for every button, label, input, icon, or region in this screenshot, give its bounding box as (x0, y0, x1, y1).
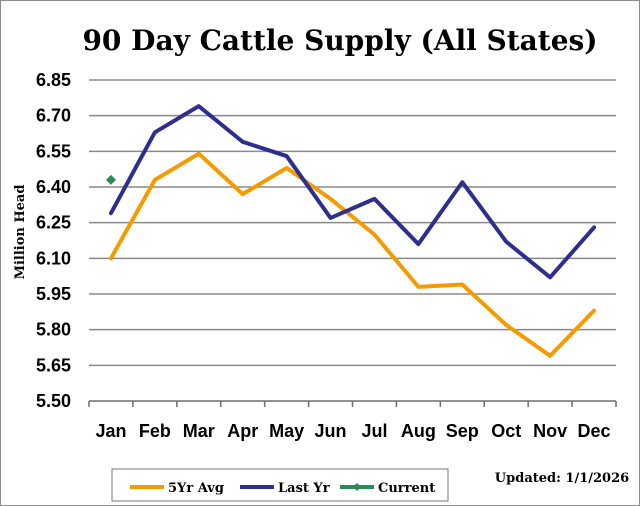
updated-annotation: Updated: 1/1/2026 (495, 471, 629, 486)
x-tick-label: Jun (315, 421, 347, 441)
x-tick-label: May (269, 421, 304, 441)
x-tick-label: Jul (361, 421, 387, 441)
y-tick-label: 5.50 (36, 391, 71, 411)
x-tick-label: Jan (95, 421, 126, 441)
series-lines (105, 104, 597, 358)
series-line-last-yr (108, 104, 597, 280)
y-tick-label: 6.85 (36, 70, 71, 90)
legend-box (111, 468, 449, 502)
legend-marker (353, 483, 361, 491)
x-tick-labels: Jan Feb Mar Apr May Jun Jul Aug Sep Oct Nov Dec (95, 421, 610, 441)
y-tick-label: 5.65 (36, 355, 71, 375)
y-tick-label: 6.10 (36, 248, 71, 268)
y-tick-labels: 6.85 6.70 6.55 6.40 6.25 6.10 5.95 5.80 5.65 5.50 (36, 70, 71, 411)
y-tick-label: 5.95 (36, 284, 71, 304)
legend: 5Yr Avg Last Yr Current (111, 468, 449, 502)
axes (88, 400, 617, 407)
x-tick-label: Feb (139, 421, 171, 441)
y-axis-label: Million Head (13, 185, 28, 280)
x-tick-label: Aug (401, 421, 436, 441)
legend-label: Current (378, 481, 435, 496)
y-tick-label: 6.25 (36, 213, 71, 233)
x-tick-label: Dec (578, 421, 611, 441)
chart-title: 90 Day Cattle Supply (All States) (82, 24, 597, 57)
y-tick-label: 6.40 (36, 177, 71, 197)
x-tick-label: Apr (227, 421, 258, 441)
series-line-5yr-avg (108, 151, 597, 358)
x-tick-label: Sep (446, 421, 479, 441)
series-point-current (105, 174, 116, 185)
x-tick-label: Mar (183, 421, 215, 441)
legend-label: 5Yr Avg (168, 481, 224, 496)
y-tick-label: 6.55 (36, 141, 71, 161)
x-tick-label: Oct (491, 421, 521, 441)
legend-label: Last Yr (278, 481, 330, 496)
x-tick-label: Nov (533, 421, 567, 441)
y-tick-label: 6.70 (36, 106, 71, 126)
y-tick-label: 5.80 (36, 320, 71, 340)
